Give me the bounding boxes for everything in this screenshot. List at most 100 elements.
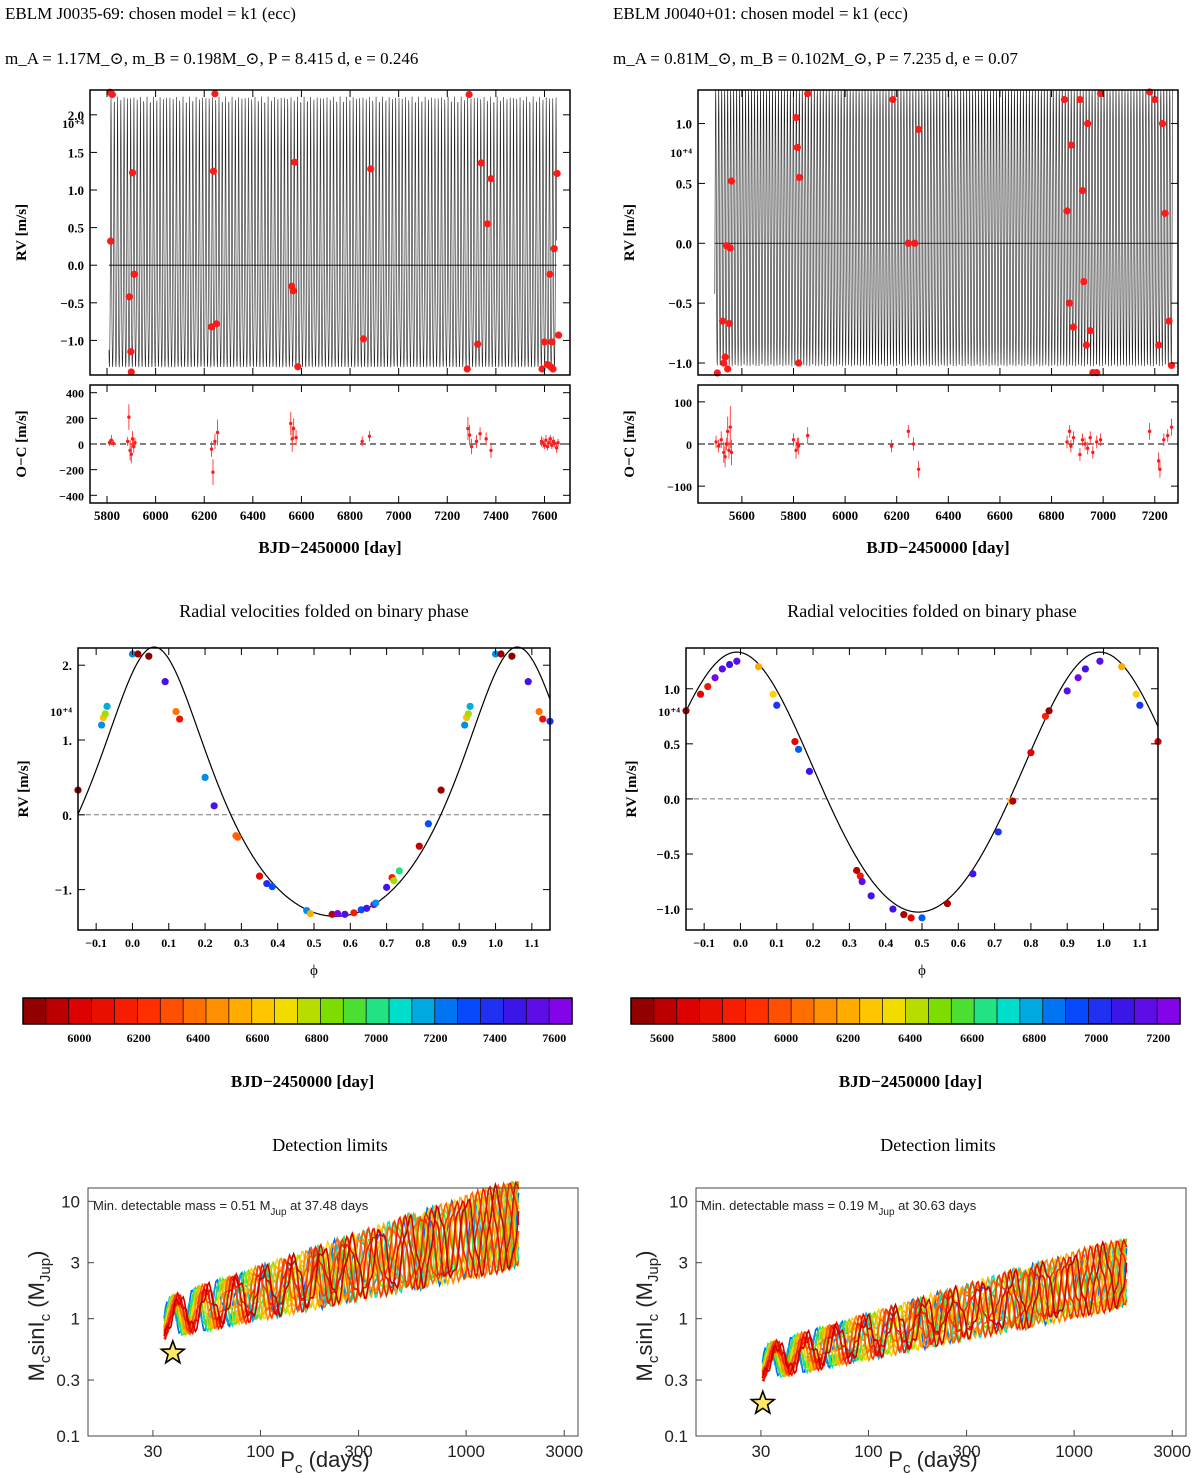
phase-data-point bbox=[1136, 701, 1144, 709]
residual-point bbox=[1071, 435, 1076, 440]
phase-data-point bbox=[1027, 749, 1035, 757]
phase-ytick-label: 1. bbox=[62, 733, 72, 748]
rv-data-point bbox=[538, 365, 546, 373]
rv-ylabel: RV [m/s] bbox=[14, 204, 30, 261]
colorbar-cell bbox=[160, 998, 184, 1024]
phase-xtick-label: 0.0 bbox=[125, 936, 140, 950]
detection-limit-curve bbox=[163, 1181, 520, 1337]
colorbar-cell bbox=[676, 998, 701, 1024]
phase-ytick-label: 0.0 bbox=[664, 792, 680, 807]
rv-ytick-label: −0.5 bbox=[668, 296, 692, 311]
detection-limit-curve bbox=[163, 1182, 520, 1337]
colorbar-tick-label: 6000 bbox=[774, 1031, 798, 1045]
residual-xtick-label: 7400 bbox=[483, 508, 509, 523]
phase-xtick-label: 0.6 bbox=[343, 936, 358, 950]
detection-xtick-label: 1000 bbox=[447, 1442, 485, 1461]
detection-xtick-label: 1000 bbox=[1055, 1442, 1093, 1461]
rv-data-point bbox=[1080, 277, 1088, 286]
rv-data-point bbox=[1063, 207, 1071, 215]
ylabel-part: c bbox=[37, 1313, 54, 1321]
ylabel-part: ) bbox=[632, 1251, 657, 1258]
rv-data-point bbox=[1066, 299, 1074, 307]
annotation-text: Min. detectable mass = 0.19 M bbox=[701, 1198, 878, 1213]
detection-xtick-label: 30 bbox=[751, 1442, 770, 1461]
rv-data-point bbox=[107, 237, 115, 245]
phase-data-point bbox=[1081, 665, 1089, 673]
ylabel-part: (M bbox=[24, 1282, 49, 1314]
rv-data-point bbox=[554, 331, 563, 339]
panel-title: EBLM J0035-69: chosen model = k1 (ecc) bbox=[5, 4, 296, 23]
detection-ytick-label: 0.3 bbox=[664, 1371, 688, 1390]
residual-point bbox=[1067, 429, 1072, 434]
phase-data-point bbox=[900, 910, 908, 919]
colorbar-cell bbox=[411, 998, 436, 1024]
residual-point bbox=[1083, 442, 1087, 446]
phase-data-point bbox=[969, 870, 977, 878]
colorbar-tick-label: 7200 bbox=[423, 1031, 447, 1045]
residual-point bbox=[554, 446, 559, 450]
detection-ytick-label: 0.3 bbox=[56, 1371, 80, 1390]
detection-annotation: Min. detectable mass = 0.19 MJup at 30.6… bbox=[701, 1198, 977, 1218]
residual-point bbox=[294, 435, 298, 440]
ylabel-part: Jup bbox=[37, 1258, 54, 1282]
detection-ylabel: McsinIc (MJup) bbox=[24, 1251, 54, 1382]
colorbar-cell bbox=[91, 998, 116, 1024]
ylabel-part: sinI bbox=[24, 1321, 49, 1355]
colorbar-cell bbox=[228, 998, 253, 1024]
annotation-tail: at 37.48 days bbox=[287, 1198, 369, 1213]
rv-data-point bbox=[359, 335, 368, 343]
phase-plot-frame bbox=[77, 647, 551, 931]
colorbar-label: BJD−2450000 [day] bbox=[231, 1072, 374, 1091]
phase-data-point bbox=[943, 899, 952, 908]
rv-ytick-label: 0.0 bbox=[676, 236, 692, 251]
colorbar-frame bbox=[22, 997, 573, 1025]
detection-limit-curve bbox=[163, 1181, 520, 1333]
rv-ylabel: RV [m/s] bbox=[622, 204, 638, 261]
residual-xtick-label: 6000 bbox=[832, 508, 858, 523]
rv-data-point bbox=[795, 359, 803, 367]
detection-limit-curve bbox=[761, 1239, 1128, 1379]
phase-xtick-label: 0.0 bbox=[733, 936, 748, 950]
ylabel-part: (M bbox=[632, 1282, 657, 1314]
ylabel-part: c bbox=[645, 1313, 662, 1321]
phase-data-point bbox=[161, 678, 169, 686]
phase-data-point bbox=[791, 738, 799, 746]
colorbar-cell bbox=[905, 998, 929, 1024]
residual-point bbox=[791, 438, 796, 442]
phase-data-point bbox=[994, 828, 1002, 836]
colorbar-cell bbox=[722, 998, 746, 1024]
rv-data-point bbox=[726, 244, 734, 252]
residual-ytick-label: 0 bbox=[686, 438, 692, 452]
colorbar-cell bbox=[1065, 998, 1090, 1024]
residual-xtick-label: 6200 bbox=[191, 508, 217, 523]
colorbar-frame bbox=[630, 997, 1181, 1025]
phase-exponent: 10⁺⁴ bbox=[658, 705, 680, 719]
rv-data-point bbox=[804, 89, 812, 98]
residual-point bbox=[127, 415, 131, 419]
xlabel-part: c bbox=[295, 1460, 303, 1475]
colorbar-tick-label: 7000 bbox=[364, 1031, 388, 1045]
rv-data-point bbox=[911, 239, 919, 247]
phase-data-point bbox=[101, 710, 109, 718]
residual-point bbox=[716, 444, 721, 448]
phase-data-point bbox=[1132, 690, 1140, 698]
min-mass-star-marker bbox=[159, 1338, 187, 1365]
detection-xlabel: Pc (days) bbox=[888, 1447, 977, 1475]
phase-xtick-label: 0.5 bbox=[915, 936, 930, 950]
colorbar-cell bbox=[297, 998, 321, 1024]
colorbar-cell bbox=[768, 998, 792, 1024]
colorbar-cell bbox=[951, 998, 975, 1024]
phase-data-point bbox=[341, 910, 349, 918]
rv-plot-frame bbox=[697, 89, 1179, 376]
phase-data-point bbox=[390, 877, 398, 885]
detection-limit-curve bbox=[761, 1239, 1128, 1375]
phase-data-point bbox=[372, 899, 380, 907]
detection-xtick-label: 3000 bbox=[1153, 1442, 1191, 1461]
phase-xtick-label: 0.4 bbox=[878, 936, 893, 950]
panel-params: m_A = 1.17M_⊙, m_B = 0.198M_⊙, P = 8.415… bbox=[5, 49, 418, 68]
rv-data-point bbox=[1067, 141, 1075, 149]
residual-point bbox=[1095, 440, 1099, 444]
colorbar-cell bbox=[814, 998, 838, 1024]
colorbar-tick-label: 7400 bbox=[483, 1031, 507, 1045]
detection-ytick-label: 3 bbox=[679, 1254, 688, 1273]
